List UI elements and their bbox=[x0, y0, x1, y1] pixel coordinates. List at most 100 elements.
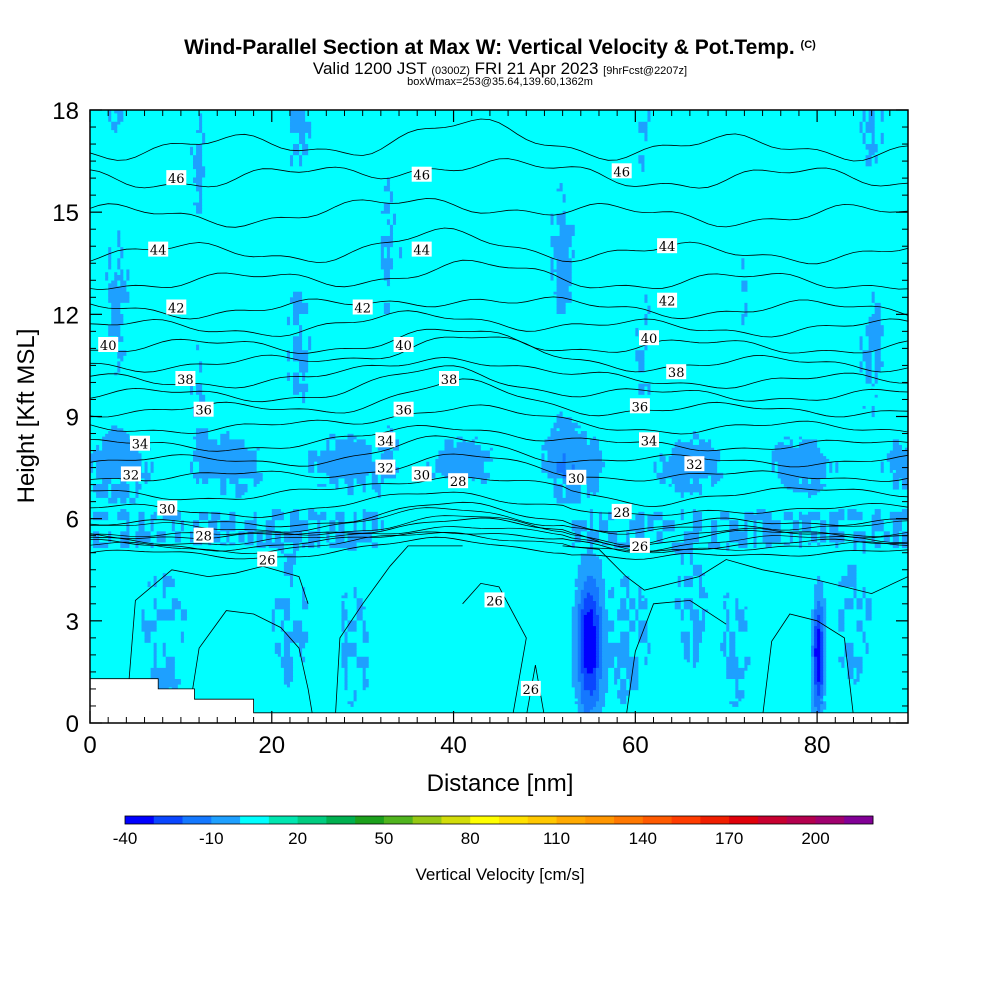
field-cell bbox=[817, 636, 821, 641]
field-cell bbox=[153, 519, 173, 523]
field-cell bbox=[814, 681, 824, 685]
field-cell bbox=[811, 633, 815, 638]
field-cell bbox=[874, 137, 882, 142]
field-cell bbox=[729, 536, 749, 540]
field-cell bbox=[380, 260, 394, 264]
field-cell bbox=[286, 377, 291, 381]
field-cell bbox=[735, 683, 739, 688]
field-cell bbox=[711, 525, 718, 529]
contour-label-text: 40 bbox=[395, 339, 412, 354]
field-cell bbox=[180, 600, 276, 604]
field-cell bbox=[826, 670, 849, 674]
field-cell bbox=[117, 338, 124, 342]
field-cell bbox=[90, 313, 112, 317]
field-cell bbox=[826, 605, 845, 610]
field-cell bbox=[871, 380, 876, 384]
field-cell bbox=[747, 310, 876, 315]
field-cell bbox=[289, 608, 343, 613]
isentrope-contour-low bbox=[462, 582, 527, 717]
field-cell bbox=[289, 516, 300, 521]
field-cell bbox=[650, 307, 745, 312]
field-cell bbox=[683, 514, 694, 518]
field-cell bbox=[826, 475, 894, 479]
field-cell bbox=[90, 566, 285, 571]
field-cell bbox=[692, 656, 700, 660]
field-cell bbox=[238, 530, 246, 535]
field-cell bbox=[174, 608, 182, 613]
field-cell bbox=[811, 664, 815, 668]
field-cell bbox=[174, 533, 182, 537]
field-cell bbox=[801, 541, 809, 546]
field-cell bbox=[392, 455, 439, 459]
field-cell bbox=[856, 578, 908, 582]
field-cell bbox=[90, 112, 109, 117]
field-cell bbox=[814, 700, 824, 705]
field-cell bbox=[371, 475, 379, 479]
field-cell bbox=[844, 664, 849, 668]
field-cell bbox=[862, 600, 867, 604]
field-cell bbox=[823, 695, 908, 699]
field-cell bbox=[356, 647, 573, 652]
field-cell bbox=[692, 558, 908, 562]
field-cell bbox=[356, 653, 573, 657]
field-cell bbox=[826, 689, 908, 693]
field-cell bbox=[738, 597, 815, 601]
field-cell bbox=[711, 444, 776, 448]
field-cell bbox=[235, 486, 249, 490]
contour-label-text: 44 bbox=[150, 244, 167, 259]
field-cell bbox=[153, 597, 158, 601]
field-cell bbox=[199, 126, 203, 131]
field-cell bbox=[826, 463, 830, 468]
field-cell bbox=[589, 709, 603, 713]
field-cell bbox=[571, 263, 742, 267]
field-cell bbox=[586, 483, 600, 487]
field-cell bbox=[811, 631, 815, 635]
field-cell bbox=[283, 631, 309, 635]
field-cell bbox=[877, 377, 908, 381]
field-cell bbox=[680, 603, 685, 607]
isentrope-line bbox=[90, 531, 908, 553]
field-cell bbox=[571, 670, 579, 674]
field-cell bbox=[90, 695, 355, 699]
field-cell bbox=[638, 636, 649, 641]
field-cell bbox=[247, 483, 255, 487]
field-cell bbox=[723, 653, 727, 657]
contour-label-bg bbox=[566, 469, 587, 485]
field-cell bbox=[602, 675, 609, 680]
field-cell bbox=[202, 143, 294, 147]
field-cell bbox=[180, 511, 200, 515]
field-cell bbox=[356, 547, 588, 551]
field-cell bbox=[392, 444, 400, 448]
field-cell bbox=[892, 475, 908, 479]
field-cell bbox=[695, 430, 908, 434]
field-cell bbox=[93, 483, 109, 487]
field-cell bbox=[705, 611, 727, 615]
field-cell bbox=[614, 661, 618, 666]
field-cell bbox=[844, 658, 849, 663]
field-cell bbox=[598, 519, 609, 523]
field-cell bbox=[271, 536, 276, 540]
field-cell bbox=[296, 561, 582, 565]
field-cell bbox=[602, 709, 812, 713]
field-cell bbox=[823, 633, 827, 638]
field-cell bbox=[356, 480, 367, 484]
field-cell bbox=[811, 541, 818, 546]
field-cell bbox=[635, 330, 639, 334]
field-cell bbox=[144, 477, 152, 482]
field-cell bbox=[368, 656, 573, 660]
field-cell bbox=[344, 636, 349, 641]
field-cell bbox=[123, 274, 127, 278]
field-cell bbox=[853, 541, 858, 546]
field-cell bbox=[147, 461, 152, 465]
field-cell bbox=[120, 363, 200, 367]
field-cell bbox=[841, 664, 845, 668]
field-cell bbox=[711, 533, 718, 537]
field-cell bbox=[774, 466, 779, 471]
field-cell bbox=[602, 639, 609, 643]
field-cell bbox=[653, 527, 664, 532]
field-cell bbox=[553, 422, 579, 426]
field-cell bbox=[311, 344, 646, 348]
field-cell bbox=[338, 483, 349, 487]
field-cell bbox=[780, 477, 800, 482]
field-cell bbox=[629, 628, 636, 632]
